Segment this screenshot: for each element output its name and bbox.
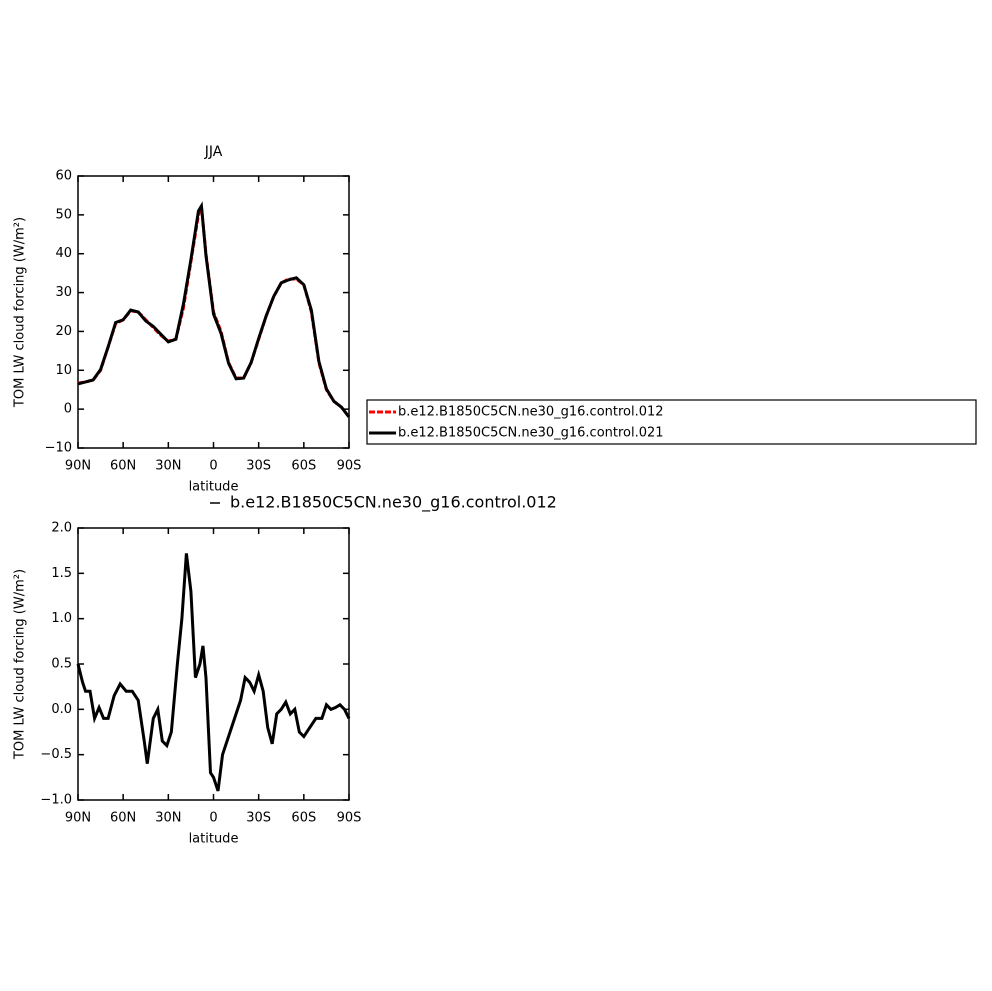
- y-tick-label: 1.0: [51, 611, 72, 626]
- y-tick-label: 60: [55, 169, 72, 184]
- y-tick-label: 0: [64, 402, 72, 417]
- x-tick-label: 60S: [291, 459, 316, 474]
- y-axis-label: TOM LW cloud forcing (W/m²): [13, 569, 28, 760]
- y-tick-label: 40: [55, 246, 72, 261]
- plot: −1.0 −0.5 0.0 0.5 1.0 1.5 2.0 90N 60N 30N 0 30S 60S 9…: [13, 493, 557, 847]
- x-tick-label: 0: [209, 811, 217, 826]
- x-tick-label: 30N: [155, 459, 181, 474]
- plot-frame: [77, 527, 350, 801]
- x-tick-label: 60N: [110, 811, 136, 826]
- x-axis-label: latitude: [189, 832, 239, 847]
- x-tick-label: 30S: [246, 811, 271, 826]
- data-line: [76, 553, 351, 792]
- y-tick-label: 0.0: [51, 702, 72, 717]
- legend-label: b.e12.B1850C5CN.ne30_g16.control.021: [398, 426, 664, 441]
- legend-box: [366, 399, 977, 445]
- plot: −10 0 10 20 30 40 50 60 90N 60N 30N 0 30S 60S 90S JJA la…: [13, 144, 977, 495]
- y-tick-label: 1.5: [51, 566, 72, 581]
- y-tick-label: 50: [55, 207, 72, 222]
- y-tick-label: −0.5: [40, 747, 72, 762]
- x-tick-label: 90N: [65, 811, 91, 826]
- y-tick-label: 10: [55, 363, 72, 378]
- x-tick-label: 90N: [65, 459, 91, 474]
- x-tick-label: 90S: [337, 459, 362, 474]
- y-tick-label: −1.0: [40, 793, 72, 808]
- legend-label: b.e12.B1850C5CN.ne30_g16.control.012: [398, 405, 664, 420]
- x-tick-label: 60N: [110, 459, 136, 474]
- x-tick-label: 0: [209, 459, 217, 474]
- y-tick-label: 20: [55, 324, 72, 339]
- x-tick-label: 90S: [337, 811, 362, 826]
- data-line: [77, 201, 351, 418]
- y-tick-label: 2.0: [51, 521, 72, 536]
- chart-title: JJA: [204, 144, 223, 160]
- y-tick-label: 30: [55, 285, 72, 300]
- y-tick-label: 0.5: [51, 657, 72, 672]
- x-axis-label: latitude: [189, 480, 239, 495]
- x-tick-label: 30N: [155, 811, 181, 826]
- y-axis-label: TOM LW cloud forcing (W/m²): [13, 217, 28, 408]
- x-tick-label: 30S: [246, 459, 271, 474]
- y-tick-label: −10: [45, 441, 72, 456]
- x-tick-label: 60S: [291, 811, 316, 826]
- legend-label: b.e12.B1850C5CN.ne30_g16.control.012: [230, 493, 557, 513]
